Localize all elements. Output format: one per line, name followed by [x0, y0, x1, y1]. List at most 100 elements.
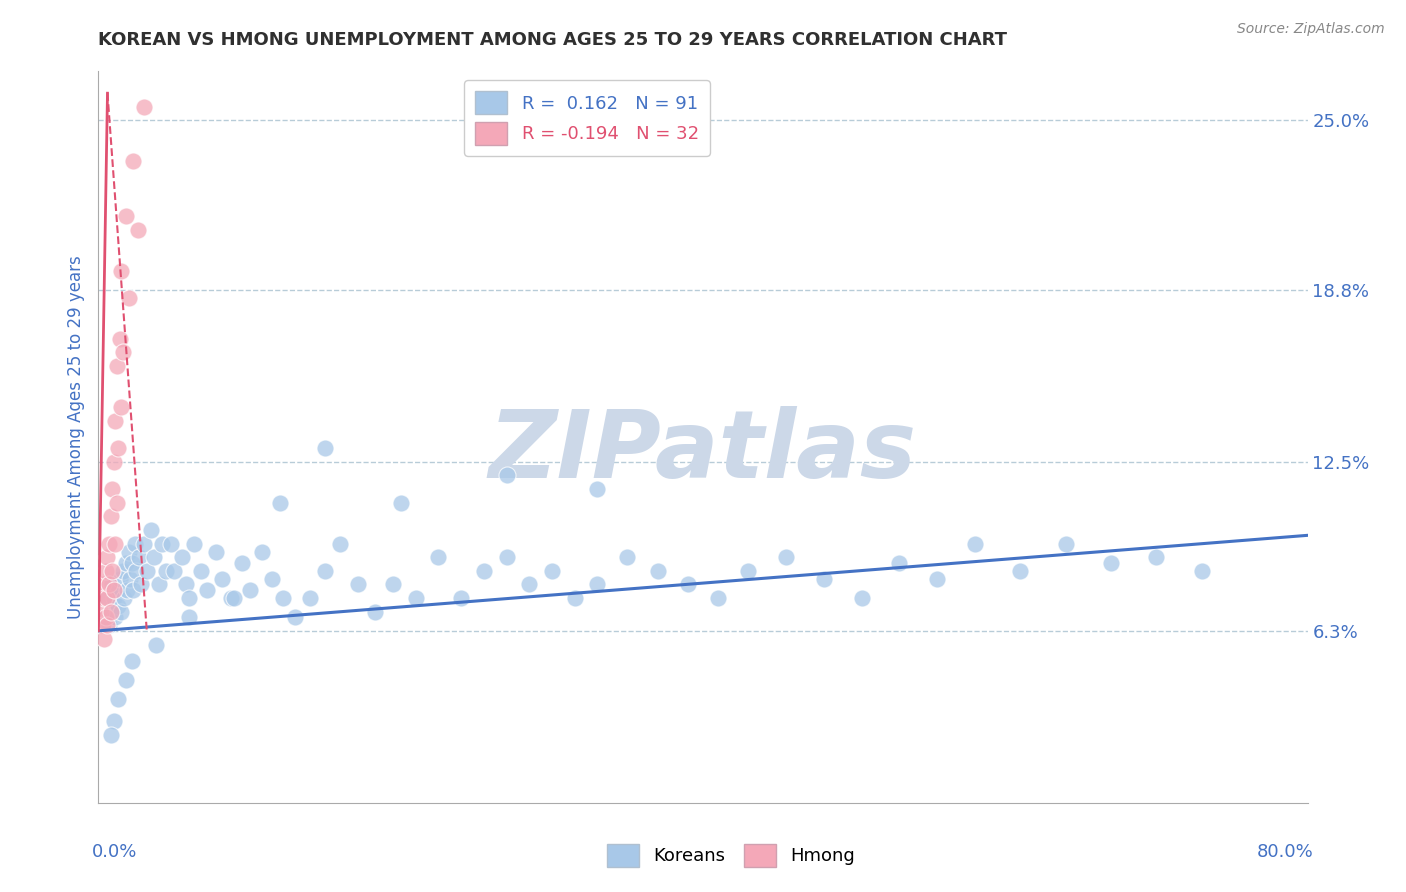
Point: [103, 582, 125, 597]
Text: Source: ZipAtlas.com: Source: ZipAtlas.com: [1237, 22, 1385, 37]
Point: [851, 591, 873, 606]
Point: [364, 605, 387, 619]
Point: [96, 618, 118, 632]
Point: [495, 468, 517, 483]
Point: [269, 495, 291, 509]
Text: KOREAN VS HMONG UNEMPLOYMENT AMONG AGES 25 TO 29 YEARS CORRELATION CHART: KOREAN VS HMONG UNEMPLOYMENT AMONG AGES …: [98, 31, 1008, 49]
Point: [616, 550, 638, 565]
Point: [118, 545, 141, 559]
Point: [110, 400, 132, 414]
Point: [564, 591, 586, 606]
Point: [205, 545, 228, 559]
Point: [118, 291, 141, 305]
Point: [94, 564, 117, 578]
Point: [104, 536, 127, 550]
Point: [100, 728, 122, 742]
Point: [120, 572, 142, 586]
Point: [231, 556, 253, 570]
Point: [179, 591, 201, 606]
Point: [111, 564, 134, 578]
Point: [1054, 536, 1077, 550]
Point: [110, 605, 132, 619]
Point: [813, 572, 835, 586]
Point: [347, 577, 370, 591]
Point: [114, 556, 136, 570]
Point: [179, 610, 201, 624]
Point: [586, 482, 609, 496]
Point: [707, 591, 730, 606]
Point: [96, 591, 118, 606]
Point: [127, 222, 149, 236]
Point: [155, 564, 177, 578]
Point: [262, 572, 284, 586]
Point: [190, 564, 212, 578]
Point: [389, 495, 412, 509]
Point: [107, 692, 129, 706]
Point: [107, 441, 129, 455]
Point: [211, 572, 233, 586]
Point: [98, 536, 121, 550]
Point: [112, 591, 135, 606]
Point: [132, 100, 155, 114]
Text: 80.0%: 80.0%: [1257, 843, 1313, 861]
Point: [889, 556, 911, 570]
Point: [125, 564, 148, 578]
Text: ZIPatlas: ZIPatlas: [489, 406, 917, 498]
Point: [129, 577, 152, 591]
Point: [314, 564, 336, 578]
Point: [101, 577, 124, 591]
Point: [111, 345, 134, 359]
Point: [114, 209, 136, 223]
Point: [145, 638, 167, 652]
Point: [329, 536, 352, 550]
Legend: R =  0.162   N = 91, R = -0.194   N = 32: R = 0.162 N = 91, R = -0.194 N = 32: [464, 80, 710, 156]
Point: [135, 564, 157, 578]
Point: [103, 455, 125, 469]
Point: [122, 154, 145, 169]
Point: [160, 536, 183, 550]
Point: [472, 564, 495, 578]
Point: [105, 582, 128, 597]
Point: [100, 605, 122, 619]
Point: [96, 550, 118, 565]
Point: [517, 577, 540, 591]
Point: [121, 556, 143, 570]
Point: [104, 414, 127, 428]
Point: [105, 495, 128, 509]
Point: [110, 263, 132, 277]
Point: [775, 550, 797, 565]
Point: [314, 441, 336, 455]
Point: [170, 550, 193, 565]
Point: [163, 564, 186, 578]
Point: [103, 591, 125, 606]
Point: [124, 536, 146, 550]
Point: [101, 482, 124, 496]
Point: [91, 618, 114, 632]
Point: [114, 673, 136, 687]
Point: [540, 564, 562, 578]
Point: [676, 577, 699, 591]
Point: [101, 564, 124, 578]
Point: [104, 610, 127, 624]
Point: [586, 577, 609, 591]
Point: [737, 564, 759, 578]
Legend: Koreans, Hmong: Koreans, Hmong: [599, 837, 863, 874]
Point: [107, 599, 129, 614]
Point: [427, 550, 450, 565]
Point: [450, 591, 472, 606]
Point: [94, 591, 117, 606]
Point: [647, 564, 669, 578]
Point: [284, 610, 307, 624]
Y-axis label: Unemployment Among Ages 25 to 29 years: Unemployment Among Ages 25 to 29 years: [66, 255, 84, 619]
Point: [927, 572, 949, 586]
Point: [115, 582, 138, 597]
Point: [382, 577, 405, 591]
Point: [100, 509, 122, 524]
Point: [221, 591, 243, 606]
Point: [98, 618, 121, 632]
Point: [1191, 564, 1213, 578]
Point: [271, 591, 294, 606]
Point: [100, 605, 122, 619]
Point: [121, 654, 143, 668]
Point: [495, 550, 517, 565]
